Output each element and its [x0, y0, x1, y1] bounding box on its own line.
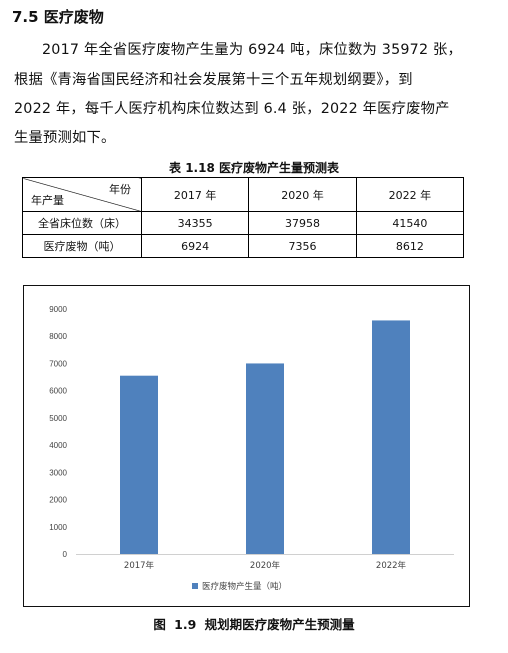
y-tick-label: 9000 [49, 305, 67, 314]
table-cell: 34355 [140, 211, 250, 235]
table-row-label: 全省床位数（床） [22, 211, 142, 235]
table-header-cell: 2017 年 [140, 177, 250, 212]
table-row-label: 医疗废物（吨） [22, 234, 142, 258]
legend-swatch [192, 583, 198, 589]
table-row: 医疗废物（吨） 6924 7356 8612 [22, 234, 465, 258]
table-row: 全省床位数（床） 34355 37958 41540 [22, 211, 465, 235]
chart-bar [120, 375, 158, 554]
table-cell: 41540 [355, 211, 465, 235]
table-corner-cell: 年份 年产量 [22, 177, 142, 212]
table-caption: 表 1.18 医疗废物产生量预测表 [169, 161, 339, 175]
table-header-cell: 2022 年 [355, 177, 465, 212]
paragraph-line: 2017 年全省医疗废物产生量为 6924 吨，床位数为 35972 张， [42, 42, 463, 58]
y-tick-label: 7000 [49, 359, 67, 368]
corner-label-output: 年产量 [31, 194, 64, 207]
paragraph-line: 生量预测如下。 [14, 130, 116, 146]
x-tick-label: 2020年 [250, 560, 281, 571]
table-cell: 6924 [140, 234, 250, 258]
y-tick-label: 3000 [49, 468, 67, 477]
y-tick-label: 4000 [49, 441, 67, 450]
x-tick-label: 2022年 [376, 560, 407, 571]
corner-label-year: 年份 [109, 183, 131, 196]
figure-caption: 图 1.9 规划期医疗废物产生预测量 [153, 617, 355, 632]
table-cell: 8612 [355, 234, 465, 258]
section-title: 7.5 医疗废物 [12, 8, 104, 26]
paragraph-line: 2022 年，每千人医疗机构床位数达到 6.4 张，2022 年医疗废物产 [14, 101, 450, 117]
y-tick-label: 2000 [49, 496, 67, 505]
chart-bar [372, 320, 410, 554]
table-cell: 37958 [248, 211, 357, 235]
y-tick-label: 6000 [49, 387, 67, 396]
y-tick-label: 8000 [49, 332, 67, 341]
legend-label: 医疗废物产生量（吨） [202, 581, 287, 592]
chart-bar [246, 363, 284, 554]
y-tick-label: 0 [63, 550, 68, 559]
table-cell: 7356 [248, 234, 357, 258]
table-header-cell: 2020 年 [248, 177, 357, 212]
y-tick-label: 1000 [49, 523, 67, 532]
table-header-row: 年份 年产量 2017 年 2020 年 2022 年 [22, 177, 465, 212]
chart-container: 0 1000 2000 3000 4000 5000 6000 7000 8000 9000 201… [23, 285, 470, 607]
paragraph-line: 根据《青海省国民经济和社会发展第十三个五年规划纲要》，到 [14, 72, 413, 88]
data-table: 年份 年产量 2017 年 2020 年 2022 年 全省床位数（床） 343… [22, 177, 465, 258]
x-tick-label: 2017年 [124, 560, 155, 571]
y-tick-label: 5000 [49, 414, 67, 423]
bar-chart: 0 1000 2000 3000 4000 5000 6000 7000 8000 9000 201… [49, 305, 454, 592]
